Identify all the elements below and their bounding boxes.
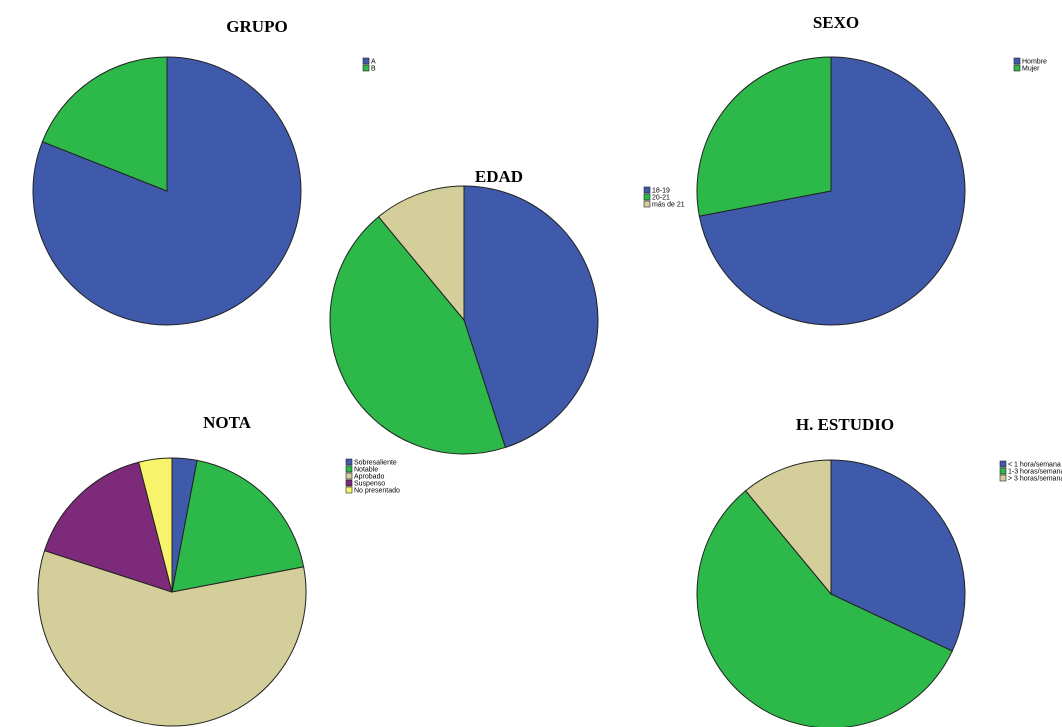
legend-label-nota-1: Notable xyxy=(354,467,378,474)
legend-swatch-nota-1 xyxy=(345,465,353,473)
legend-label-h-estudio-2: > 3 horas/semana xyxy=(1008,476,1062,483)
legend-swatch-grupo-0 xyxy=(362,57,370,65)
legend-swatch-h-estudio-2 xyxy=(999,474,1007,482)
slice-sexo-1 xyxy=(696,56,832,217)
legend-swatch-grupo-1 xyxy=(362,64,370,72)
chart-title-nota: NOTA xyxy=(203,413,252,432)
legend-swatch-edad-1 xyxy=(643,193,651,201)
legend-label-sexo-0: Hombre xyxy=(1022,59,1047,66)
legend-swatch-nota-0 xyxy=(345,458,353,466)
slice-h-estudio-0 xyxy=(830,459,966,652)
chart-grupo-legend: AB xyxy=(362,57,376,73)
slice-grupo-1 xyxy=(41,56,168,192)
legend-label-edad-0: 18-19 xyxy=(652,188,670,195)
legend-swatch-h-estudio-1 xyxy=(999,467,1007,475)
legend-swatch-sexo-1 xyxy=(1013,64,1021,72)
chart-edad-slices xyxy=(329,185,599,455)
chart-title-grupo: GRUPO xyxy=(226,17,287,36)
legend-swatch-edad-0 xyxy=(643,186,651,194)
slice-edad-0 xyxy=(463,185,599,449)
legend-label-h-estudio-1: 1-3 horas/semana xyxy=(1008,469,1062,476)
slice-nota-3 xyxy=(43,461,173,593)
slice-nota-2 xyxy=(37,549,307,727)
chart-sexo-slices xyxy=(696,56,966,326)
chart-nota: NOTA SobresalienteNotableAprobadoSuspens… xyxy=(37,413,400,727)
legend-label-grupo-1: B xyxy=(371,66,376,73)
legend-swatch-nota-2 xyxy=(345,472,353,480)
legend-swatch-h-estudio-0 xyxy=(999,460,1007,468)
slice-sexo-0 xyxy=(698,56,966,326)
chart-nota-slices xyxy=(37,457,307,727)
legend-label-nota-0: Sobresaliente xyxy=(354,460,397,467)
legend-swatch-edad-2 xyxy=(643,200,651,208)
chart-title-edad: EDAD xyxy=(475,167,523,186)
chart-h-estudio-slices xyxy=(696,459,966,727)
legend-label-nota-4: No presentado xyxy=(354,488,400,495)
chart-grupo: GRUPO AB xyxy=(32,17,376,326)
slice-h-estudio-2 xyxy=(744,459,832,596)
legend-label-edad-2: más de 21 xyxy=(652,202,685,209)
slice-h-estudio-1 xyxy=(696,490,953,727)
slice-edad-1 xyxy=(329,216,507,455)
legend-swatch-nota-3 xyxy=(345,479,353,487)
slice-edad-2 xyxy=(377,185,465,322)
chart-title-h-estudio: H. ESTUDIO xyxy=(796,415,894,434)
legend-label-nota-2: Aprobado xyxy=(354,474,384,481)
legend-swatch-sexo-0 xyxy=(1013,57,1021,65)
legend-label-edad-1: 20-21 xyxy=(652,195,670,202)
legend-label-h-estudio-0: < 1 hora/semana xyxy=(1008,462,1061,469)
legend-label-sexo-1: Mujer xyxy=(1022,66,1040,73)
slice-nota-4 xyxy=(138,457,173,593)
legend-label-grupo-0: A xyxy=(371,59,376,66)
chart-grupo-slices xyxy=(32,56,302,326)
chart-title-sexo: SEXO xyxy=(813,13,859,32)
slice-nota-1 xyxy=(171,459,305,593)
legend-swatch-nota-4 xyxy=(345,486,353,494)
legend-label-nota-3: Suspenso xyxy=(354,481,385,488)
